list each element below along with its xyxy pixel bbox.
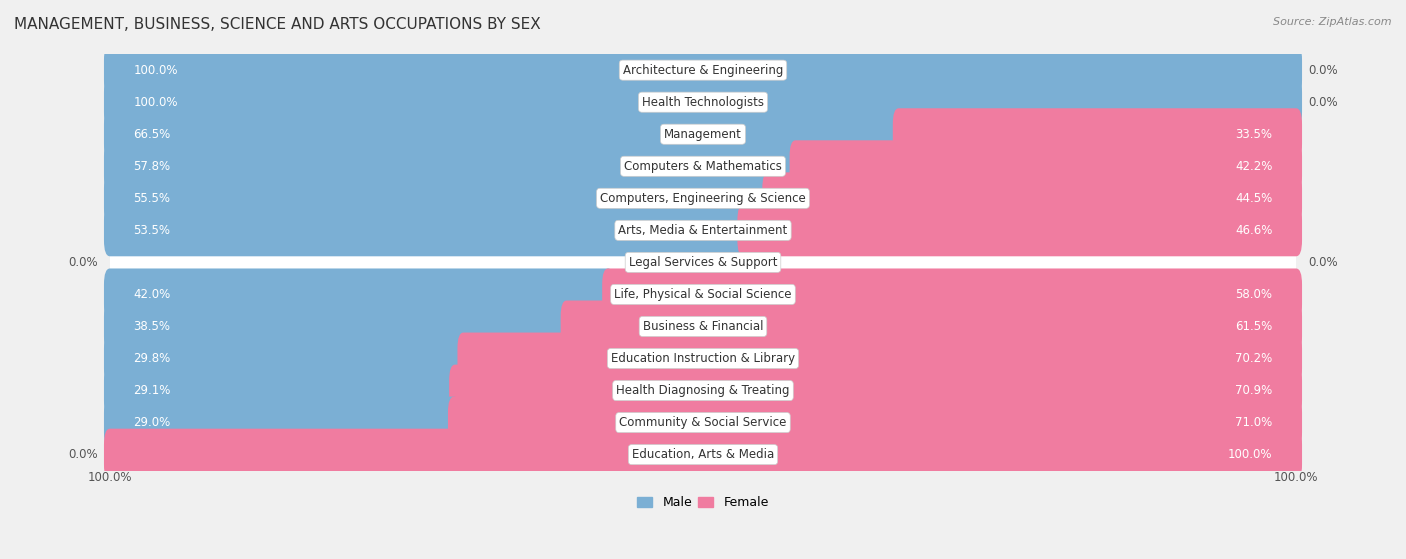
FancyBboxPatch shape (457, 333, 1302, 385)
FancyBboxPatch shape (110, 86, 1296, 118)
FancyBboxPatch shape (762, 172, 1302, 224)
FancyBboxPatch shape (110, 375, 1296, 406)
Text: 0.0%: 0.0% (1308, 256, 1337, 269)
Text: 0.0%: 0.0% (69, 256, 98, 269)
Text: Computers & Mathematics: Computers & Mathematics (624, 160, 782, 173)
FancyBboxPatch shape (449, 364, 1302, 416)
Text: Life, Physical & Social Science: Life, Physical & Social Science (614, 288, 792, 301)
Text: 46.6%: 46.6% (1234, 224, 1272, 237)
FancyBboxPatch shape (110, 343, 1296, 375)
FancyBboxPatch shape (110, 118, 1296, 150)
Text: 66.5%: 66.5% (134, 127, 172, 141)
Text: Community & Social Service: Community & Social Service (619, 416, 787, 429)
Text: Health Technologists: Health Technologists (643, 96, 763, 108)
Text: Management: Management (664, 127, 742, 141)
Text: Education Instruction & Library: Education Instruction & Library (612, 352, 794, 365)
Text: Health Diagnosing & Treating: Health Diagnosing & Treating (616, 384, 790, 397)
FancyBboxPatch shape (110, 406, 1296, 439)
FancyBboxPatch shape (104, 140, 801, 192)
Text: 70.9%: 70.9% (1234, 384, 1272, 397)
Text: 70.2%: 70.2% (1234, 352, 1272, 365)
Text: Business & Financial: Business & Financial (643, 320, 763, 333)
Text: 29.8%: 29.8% (134, 352, 172, 365)
FancyBboxPatch shape (602, 268, 1302, 320)
FancyBboxPatch shape (104, 205, 751, 257)
Text: 42.0%: 42.0% (134, 288, 172, 301)
Text: Source: ZipAtlas.com: Source: ZipAtlas.com (1274, 17, 1392, 27)
FancyBboxPatch shape (110, 439, 1296, 471)
Text: Education, Arts & Media: Education, Arts & Media (631, 448, 775, 461)
Text: 0.0%: 0.0% (1308, 64, 1337, 77)
Text: 29.0%: 29.0% (134, 416, 172, 429)
Text: 71.0%: 71.0% (1234, 416, 1272, 429)
Text: Legal Services & Support: Legal Services & Support (628, 256, 778, 269)
Text: 100.0%: 100.0% (134, 64, 179, 77)
FancyBboxPatch shape (110, 214, 1296, 247)
Text: Arts, Media & Entertainment: Arts, Media & Entertainment (619, 224, 787, 237)
FancyBboxPatch shape (737, 205, 1302, 257)
Text: 100.0%: 100.0% (87, 471, 132, 484)
Text: 38.5%: 38.5% (134, 320, 170, 333)
FancyBboxPatch shape (104, 333, 470, 385)
Text: 100.0%: 100.0% (1227, 448, 1272, 461)
Text: 44.5%: 44.5% (1234, 192, 1272, 205)
FancyBboxPatch shape (110, 54, 1296, 86)
Legend: Male, Female: Male, Female (633, 491, 773, 514)
Text: 0.0%: 0.0% (69, 448, 98, 461)
Text: 100.0%: 100.0% (1274, 471, 1319, 484)
FancyBboxPatch shape (561, 301, 1302, 352)
FancyBboxPatch shape (110, 150, 1296, 182)
FancyBboxPatch shape (449, 397, 1302, 448)
FancyBboxPatch shape (110, 247, 1296, 278)
FancyBboxPatch shape (110, 310, 1296, 343)
Text: 100.0%: 100.0% (134, 96, 179, 108)
Text: 55.5%: 55.5% (134, 192, 170, 205)
Text: 61.5%: 61.5% (1234, 320, 1272, 333)
Text: 29.1%: 29.1% (134, 384, 172, 397)
Text: 57.8%: 57.8% (134, 160, 170, 173)
Text: 58.0%: 58.0% (1236, 288, 1272, 301)
Text: MANAGEMENT, BUSINESS, SCIENCE AND ARTS OCCUPATIONS BY SEX: MANAGEMENT, BUSINESS, SCIENCE AND ARTS O… (14, 17, 541, 32)
FancyBboxPatch shape (104, 301, 572, 352)
Text: Architecture & Engineering: Architecture & Engineering (623, 64, 783, 77)
FancyBboxPatch shape (104, 268, 614, 320)
Text: 33.5%: 33.5% (1236, 127, 1272, 141)
FancyBboxPatch shape (104, 172, 775, 224)
Text: 0.0%: 0.0% (1308, 96, 1337, 108)
FancyBboxPatch shape (104, 76, 1302, 128)
Text: 53.5%: 53.5% (134, 224, 170, 237)
FancyBboxPatch shape (104, 429, 1302, 481)
FancyBboxPatch shape (110, 182, 1296, 214)
Text: Computers, Engineering & Science: Computers, Engineering & Science (600, 192, 806, 205)
FancyBboxPatch shape (893, 108, 1302, 160)
FancyBboxPatch shape (104, 397, 460, 448)
FancyBboxPatch shape (104, 108, 904, 160)
FancyBboxPatch shape (110, 278, 1296, 310)
FancyBboxPatch shape (104, 364, 461, 416)
FancyBboxPatch shape (104, 44, 1302, 96)
Text: 42.2%: 42.2% (1234, 160, 1272, 173)
FancyBboxPatch shape (790, 140, 1302, 192)
